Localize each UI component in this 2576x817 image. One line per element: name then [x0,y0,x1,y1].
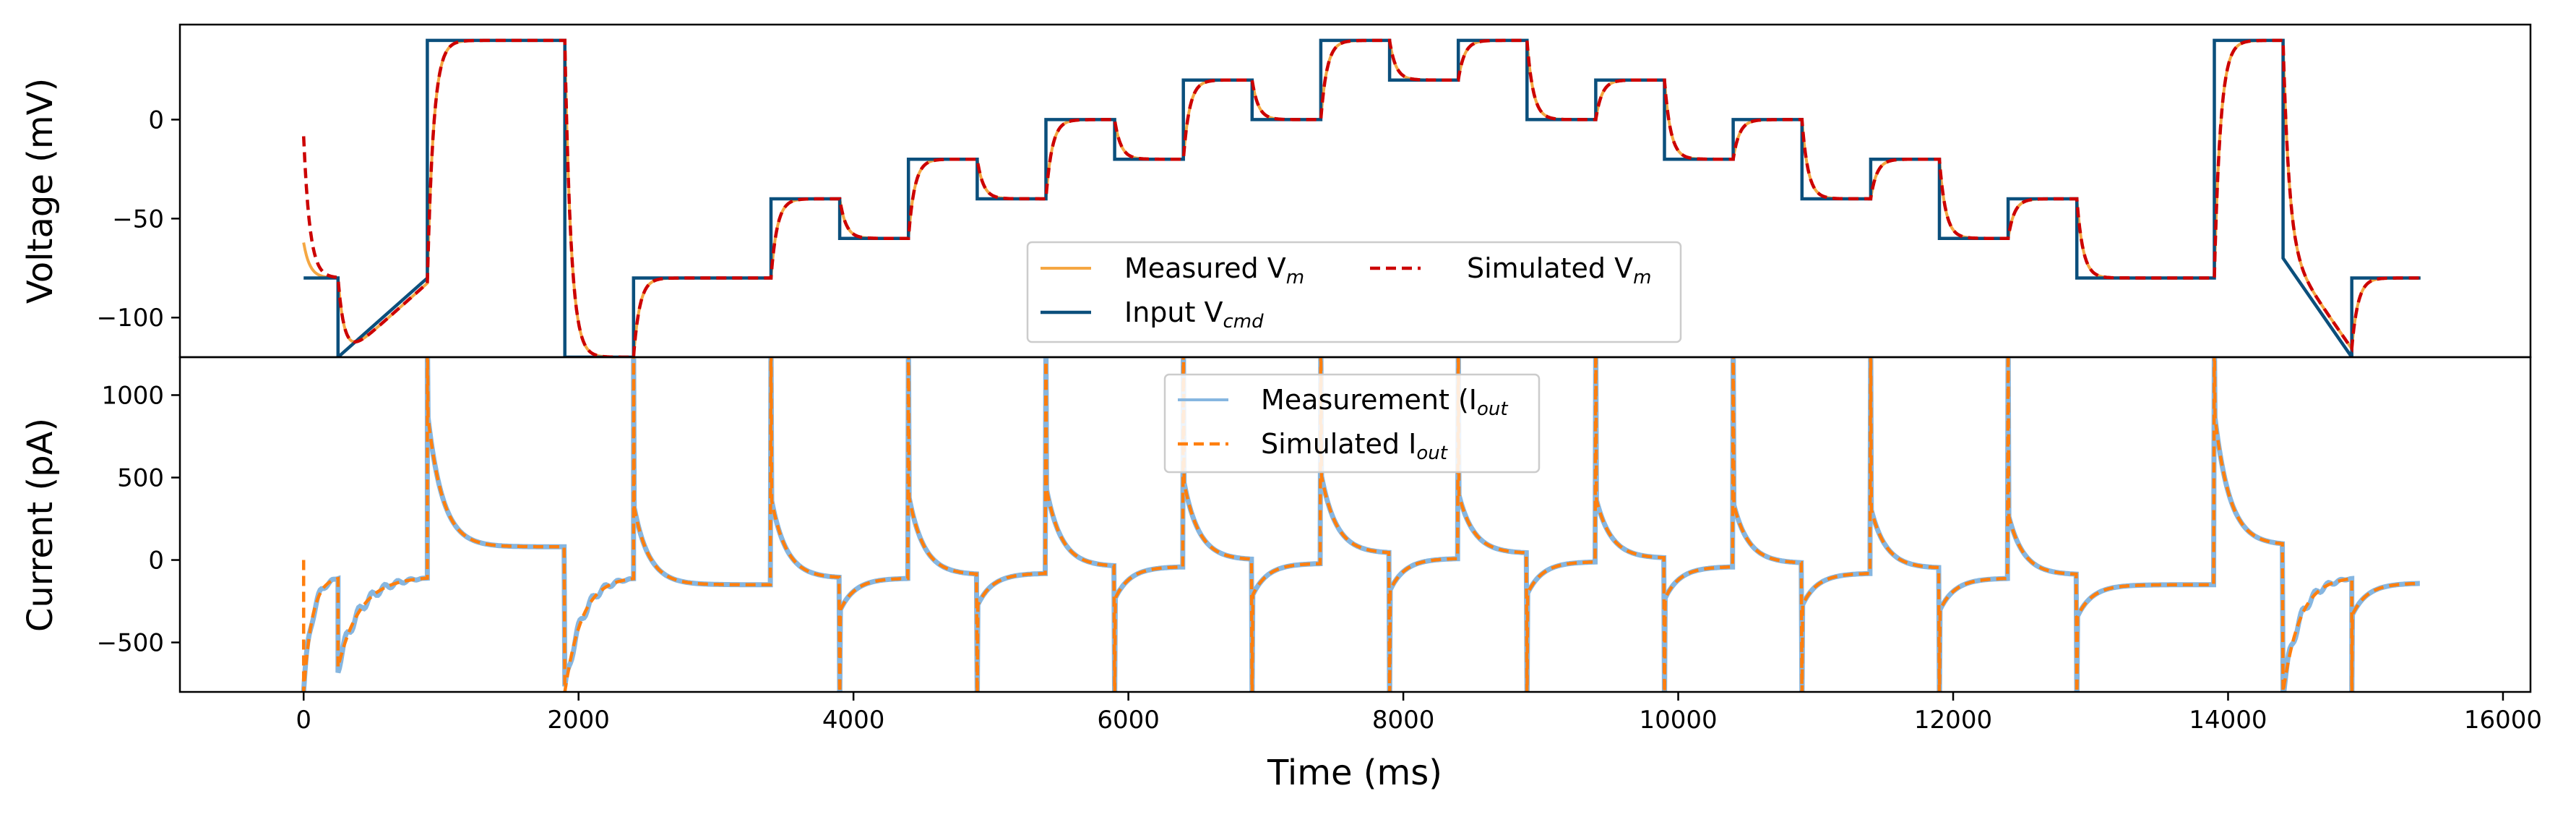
time-x-tick-label: 16000 [2464,706,2542,735]
current-y-tick-label: 0 [148,547,164,576]
time-x-tick-label: 6000 [1097,706,1160,735]
time-x-tick-label: 4000 [822,706,885,735]
voltage-y-tick-label: 0 [148,106,164,134]
time-x-label: Time (ms) [1267,753,1442,793]
voltage-y-label: Voltage (mV) [20,78,61,304]
current-y-tick-label: 1000 [101,381,164,410]
time-x-ticks: 0 2000 4000 6000 8000 10000 12000 14000 16000 [296,692,2542,735]
current-y-tick-label: −500 [97,629,164,658]
voltage-y-ticks: 0 −50 −100 [97,106,180,333]
simulated-vm-series [301,38,2421,357]
current-y-tick-label: 500 [117,463,164,492]
current-legend: Measurement (Iout Simulated Iout [1163,373,1541,474]
voltage-legend: Measured Vm Simulated Vm Input Vcmd [1026,241,1682,343]
simulated-iout-series [301,357,2420,692]
legend-label-measurement-iout: Measurement (Iout [1261,384,1508,420]
voltage-panel: 0 −50 −100 Voltage (mV) Measured Vm Simula… [20,23,2532,359]
current-panel: 1000 500 0 −500 0 2000 4000 6000 8000 10000 12000… [20,356,2542,793]
legend-label-simulated-vm: Simulated Vm [1467,252,1651,288]
current-axes-frame [178,356,2532,693]
legend-label-measured-vm: Measured Vm [1124,252,1304,288]
current-y-label: Current (pA) [20,418,61,632]
voltage-y-tick-label: −100 [97,304,164,333]
current-y-ticks: 1000 500 0 −500 [97,381,180,658]
time-x-tick-label: 14000 [2189,706,2267,735]
time-x-tick-label: 8000 [1372,706,1435,735]
voltage-y-tick-label: −50 [112,205,164,234]
time-x-tick-label: 2000 [547,706,610,735]
time-x-tick-label: 10000 [1639,706,1717,735]
time-x-tick-label: 12000 [1914,706,1992,735]
legend-label-simulated-iout: Simulated Iout [1261,428,1448,464]
time-x-tick-label: 0 [296,706,311,735]
